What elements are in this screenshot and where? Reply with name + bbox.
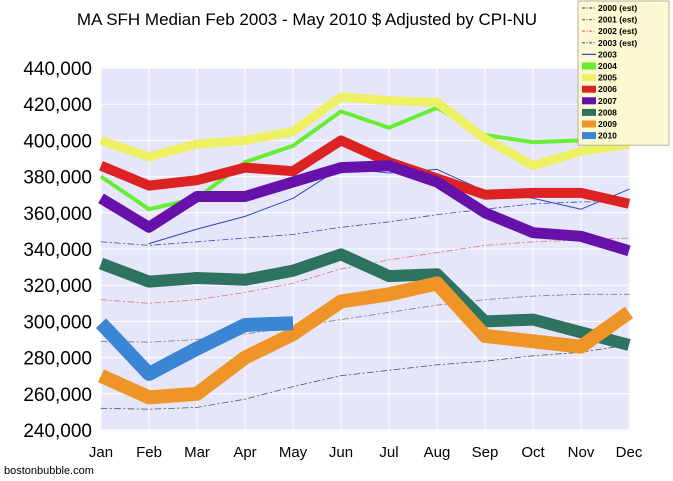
- y-tick-label: 420,000: [23, 95, 92, 116]
- x-tick-label: Aug: [424, 444, 451, 461]
- x-tick-label: Mar: [184, 444, 210, 461]
- legend: 2000 (est) 2001 (est)2002 (est) 2003 (est)…: [577, 0, 670, 146]
- x-tick-label: Feb: [136, 444, 162, 461]
- x-axis: Jan Feb Mar Apr May Jun Jul Aug Sep Oct Nov Dec: [89, 444, 643, 461]
- series-line-2003-est-: [100, 201, 630, 246]
- legend-swatch: [582, 74, 596, 82]
- y-tick-label: 320,000: [23, 276, 92, 297]
- y-tick-label: 440,000: [23, 59, 92, 80]
- x-tick-label: Dec: [616, 444, 643, 461]
- x-tick-label: Jul: [379, 444, 398, 461]
- y-tick-label: 240,000: [23, 421, 92, 442]
- series-line-2009: [98, 276, 634, 405]
- legend-label: 2006: [598, 84, 617, 94]
- legend-label: 2000 (est): [598, 3, 637, 13]
- x-tick-label: Nov: [568, 444, 595, 461]
- x-tick-label: Apr: [233, 444, 256, 461]
- chart-title: MA SFH Median Feb 2003 - May 2010 $ Adju…: [77, 10, 537, 29]
- legend-swatch: [582, 120, 596, 128]
- x-tick-label: Oct: [521, 444, 545, 461]
- y-tick-label: 280,000: [23, 349, 92, 370]
- legend-label: 2010: [598, 131, 617, 141]
- y-tick-label: 340,000: [23, 240, 92, 261]
- x-tick-label: Jun: [329, 444, 353, 461]
- y-axis: 240,000 260,000 280,000 300,000 320,000 340,0…: [23, 59, 92, 442]
- legend-label: 2009: [598, 119, 617, 129]
- legend-label: 2008: [598, 107, 617, 117]
- legend-swatch: [582, 132, 596, 140]
- y-tick-label: 260,000: [23, 385, 92, 406]
- legend-label: 2001 (est): [598, 15, 637, 25]
- credit-text: bostonbubble.com: [4, 465, 94, 477]
- y-tick-label: 400,000: [23, 131, 92, 152]
- y-tick-label: 360,000: [23, 204, 92, 225]
- legend-label: 2002 (est): [598, 26, 637, 36]
- series-line-2006: [99, 135, 631, 209]
- y-tick-label: 300,000: [23, 312, 92, 333]
- y-tick-label: 380,000: [23, 168, 92, 189]
- legend-label: 2003 (est): [598, 38, 637, 48]
- legend-swatch: [582, 97, 596, 105]
- series-line-2005: [99, 92, 630, 171]
- legend-label: 2004: [598, 61, 617, 71]
- legend-swatch: [582, 108, 596, 116]
- series-line-2008: [98, 248, 631, 351]
- series-layer: [95, 92, 634, 410]
- series-line-2010: [95, 316, 294, 381]
- legend-label: 2007: [598, 96, 617, 106]
- legend-swatch: [582, 85, 596, 93]
- series-line-2007: [98, 160, 631, 257]
- series-line-2003: [148, 167, 630, 245]
- x-tick-label: Sep: [472, 444, 499, 461]
- x-tick-label: May: [279, 444, 308, 461]
- series-line-2001-est-: [100, 293, 630, 343]
- series-line-2002-est-: [100, 237, 630, 304]
- x-tick-label: Jan: [89, 444, 113, 461]
- legend-swatch: [582, 62, 596, 70]
- legend-label: 2003: [598, 49, 617, 59]
- legend-label: 2005: [598, 73, 617, 83]
